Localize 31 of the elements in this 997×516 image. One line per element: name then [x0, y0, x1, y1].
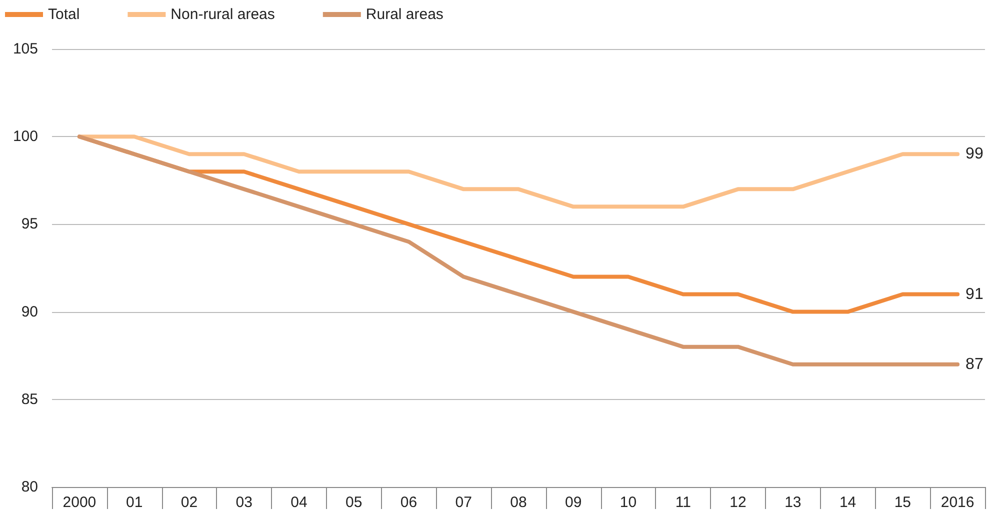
x-tick-label: 15 [894, 494, 912, 511]
x-tick-label: 12 [730, 494, 746, 511]
x-tick-label: 10 [620, 494, 637, 511]
data-label: 91 [966, 286, 984, 303]
x-tick-label: 08 [510, 494, 527, 511]
x-tick-label: 04 [290, 494, 308, 511]
x-tick-label: 06 [400, 494, 418, 511]
data-label: 87 [966, 356, 984, 373]
x-tick-label: 05 [346, 494, 362, 511]
y-tick-label: 105 [12, 40, 38, 58]
legend-label: Total [48, 6, 80, 23]
x-tick-label: 01 [126, 494, 143, 511]
line-series [77, 134, 960, 209]
x-tick-label: 11 [675, 494, 691, 511]
x-tick-label: 02 [180, 494, 198, 511]
data-label: 99 [966, 146, 984, 163]
x-tick-label: 07 [455, 494, 472, 511]
x-tick-label: 2000 [62, 494, 96, 511]
line-series [77, 134, 960, 366]
x-tick-label: 14 [839, 494, 856, 511]
legend-label: Non-rural areas [170, 6, 275, 23]
y-tick-label: 100 [12, 128, 38, 146]
x-tick-label: 03 [236, 494, 252, 511]
y-tick-label: 80 [21, 478, 38, 496]
x-tick-label: 13 [784, 494, 802, 511]
legend-label: Rural areas [366, 6, 444, 23]
y-tick-label: 90 [21, 303, 38, 320]
y-tick-label: 85 [21, 390, 38, 408]
y-tick-label: 95 [21, 216, 38, 233]
x-tick-label: 09 [565, 494, 582, 511]
x-tick-label: 2016 [940, 494, 974, 511]
